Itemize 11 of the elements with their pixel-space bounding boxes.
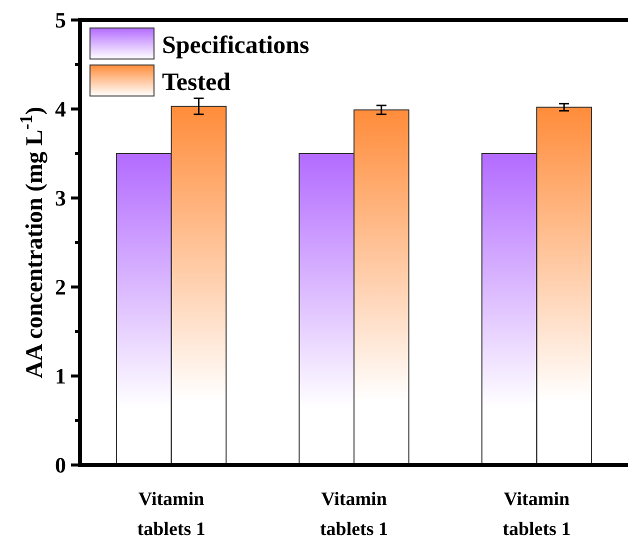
- y-tick-label: 2: [55, 274, 66, 300]
- y-tick-label: 5: [55, 8, 66, 33]
- y-tick-label: 1: [55, 364, 66, 389]
- x-tick-label: Vitamin tablets 1: [320, 489, 388, 539]
- legend-label: Specifications: [162, 32, 310, 59]
- y-tick-label: 4: [55, 96, 66, 122]
- y-tick-label: 0: [55, 452, 66, 478]
- x-tick-label: Vitamin tablets 1: [502, 489, 571, 539]
- legend-label: Tested: [162, 68, 231, 96]
- y-tick-label: 3: [55, 186, 66, 211]
- x-tick-label: Vitamin tablets 1: [137, 489, 206, 539]
